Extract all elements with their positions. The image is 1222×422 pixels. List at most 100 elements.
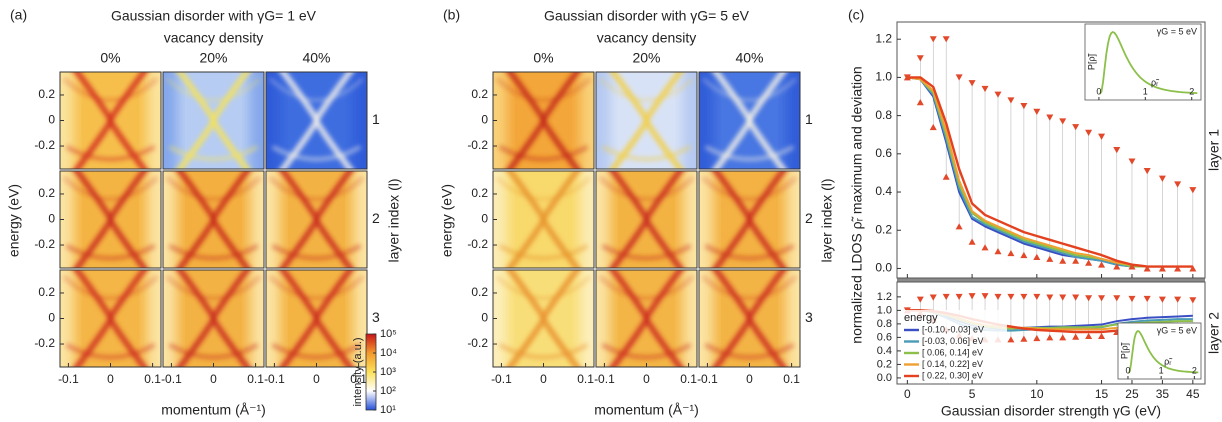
dispersion-branch — [272, 343, 361, 360]
dispersion-branch — [269, 78, 364, 102]
dispersion — [63, 171, 158, 268]
dispersion-branch — [73, 72, 148, 169]
dispersion-branch — [506, 171, 581, 268]
maximum-marker — [1033, 293, 1041, 301]
heatmap-cell — [266, 72, 367, 169]
legend-label: [ 0.06, 0.14] eV — [922, 347, 983, 357]
subplot-label: layer 1 — [1206, 129, 1222, 171]
dispersion-branch — [499, 145, 588, 162]
dispersion — [496, 270, 591, 367]
maximum-marker — [1085, 129, 1093, 137]
deviation-marker — [994, 248, 1002, 255]
cell-edge — [60, 270, 74, 367]
deviation-marker — [981, 244, 989, 251]
heatmap-cell — [596, 270, 697, 367]
maximum-marker — [942, 36, 950, 43]
y-tick-label: 1.2 — [877, 291, 892, 303]
dispersion-branch — [169, 145, 258, 162]
x-axis-label: momentum (Å⁻¹) — [594, 402, 699, 418]
heatmap-cell — [60, 270, 161, 367]
deviation-marker — [1033, 253, 1041, 260]
maximum-marker — [1020, 103, 1028, 110]
cell-edge — [683, 171, 697, 268]
column-label: 0% — [100, 50, 120, 66]
maximum-marker — [1059, 294, 1067, 301]
maximum-marker — [1158, 175, 1166, 182]
y-tick-label: -0.2 — [34, 336, 55, 350]
dispersion — [166, 171, 261, 268]
inset-curve — [1127, 329, 1199, 374]
dispersion — [702, 171, 797, 268]
cell-edge — [147, 72, 161, 169]
series-line — [907, 76, 1193, 268]
cell-edge — [147, 270, 161, 367]
deviation-marker — [1059, 334, 1067, 341]
cell-edge — [266, 72, 280, 169]
dispersion-branch — [602, 244, 691, 261]
dispersion-branch — [63, 276, 158, 300]
inset-tick-label: 1 — [1143, 86, 1148, 96]
dispersion-branch — [602, 343, 691, 360]
inset-note: γG = 5 eV — [1157, 26, 1197, 36]
heatmap-cell — [493, 171, 594, 268]
inset-tick-label: 1 — [1159, 365, 1164, 375]
x-tick-label: -0.1 — [161, 372, 182, 386]
series-line — [907, 76, 1193, 268]
maximum-marker — [929, 294, 937, 301]
cell-edge — [699, 171, 713, 268]
maximum-marker — [955, 293, 963, 301]
cell-edge — [699, 270, 713, 367]
x-tick-label: -0.1 — [594, 372, 615, 386]
y-tick-label: 0 — [48, 311, 55, 325]
cell-edge — [353, 270, 367, 367]
maximum-marker — [1143, 168, 1151, 175]
cell-edge — [250, 171, 264, 268]
dispersion-branch — [609, 72, 684, 169]
dispersion-branch — [63, 78, 158, 102]
deviation-marker — [1046, 255, 1054, 262]
maximum-marker — [1007, 293, 1015, 301]
x-tick-label: 0 — [313, 372, 320, 386]
cell-edge — [163, 72, 177, 169]
dispersion-branch — [599, 78, 694, 102]
inset-x-label: ρ̃ᵣ — [1151, 77, 1160, 87]
x-axis-label: momentum (Å⁻¹) — [161, 402, 266, 418]
maximum-marker — [1033, 108, 1041, 115]
inset-curve — [1099, 30, 1198, 95]
deviation-marker — [955, 223, 963, 230]
dispersion — [599, 72, 694, 169]
deviation-marker — [1098, 261, 1106, 268]
panel-label: (b) — [443, 7, 460, 23]
y-tick-label: 0.8 — [875, 108, 892, 122]
y-tick-label: 0.6 — [877, 331, 892, 343]
cell-frame — [595, 71, 698, 170]
dispersion — [166, 270, 261, 367]
deviation-marker — [1072, 257, 1080, 264]
dispersion-branch — [705, 145, 794, 162]
dispersion-branch — [609, 270, 684, 367]
dispersion-branch — [705, 244, 794, 261]
panel-label: (a) — [10, 7, 27, 23]
cell-edge — [147, 171, 161, 268]
x-tick-label: 0 — [540, 372, 547, 386]
cell-frame — [698, 170, 801, 269]
maximum-marker — [1174, 181, 1182, 188]
dispersion-branch — [712, 72, 787, 169]
heatmap-cell — [266, 171, 367, 268]
maximum-marker — [968, 293, 976, 300]
deviation-marker — [1007, 336, 1015, 343]
plot-area — [896, 281, 1206, 385]
dispersion-branch — [176, 72, 251, 169]
heatmap-cell — [493, 270, 594, 367]
inset-tick-label: 0 — [1125, 365, 1130, 375]
deviation-marker — [942, 173, 950, 180]
heatmap-cell — [699, 171, 800, 268]
y-axis-label: normalized LDOS ρ̃ᵣ maximum and deviatio… — [849, 66, 865, 343]
y-tick-label: 0.2 — [471, 285, 488, 299]
maximum-marker — [1189, 187, 1197, 194]
deviation-marker — [968, 238, 976, 245]
y-tick-label: -0.2 — [467, 138, 488, 152]
panel-title: Gaussian disorder with γG= 5 eV — [544, 8, 750, 24]
dispersion — [496, 72, 591, 169]
